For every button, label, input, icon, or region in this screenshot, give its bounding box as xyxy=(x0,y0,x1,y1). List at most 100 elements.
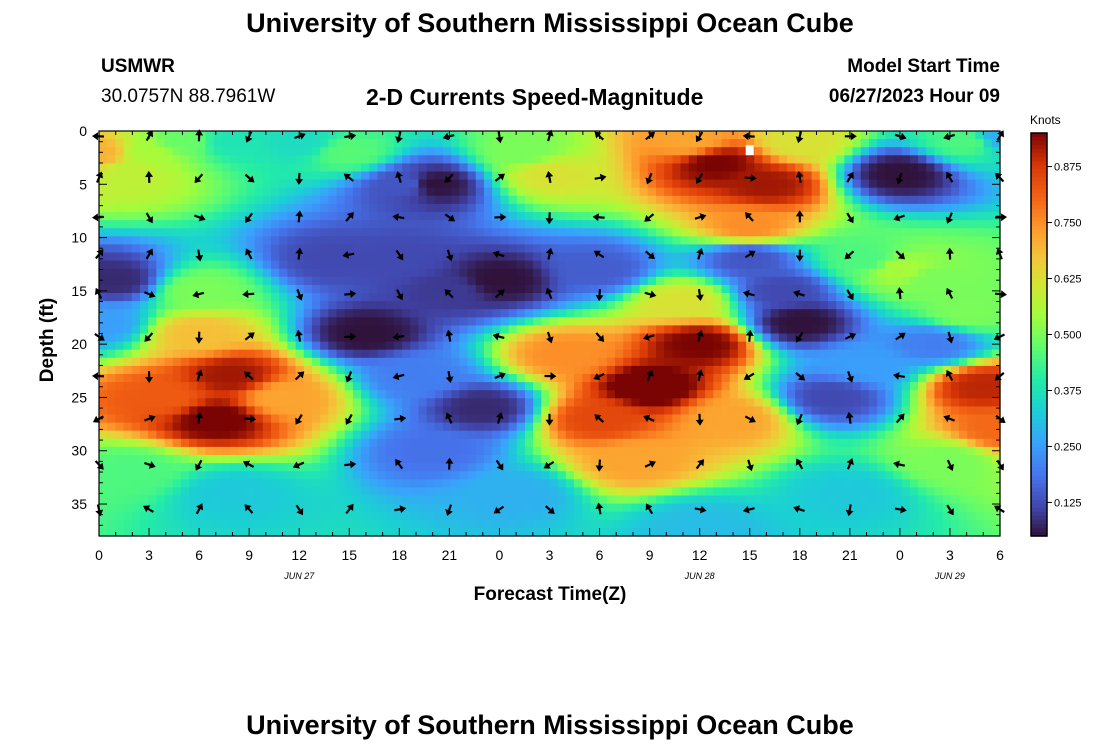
heatmap-cell xyxy=(623,519,633,529)
heatmap-cell xyxy=(131,430,141,440)
heatmap-cell xyxy=(877,155,886,164)
heatmap-cell xyxy=(385,301,395,310)
heatmap-cell xyxy=(803,511,813,521)
heatmap-cell xyxy=(557,463,567,472)
heatmap-cell xyxy=(262,163,272,173)
heatmap-cell xyxy=(868,511,878,521)
heatmap-cell xyxy=(688,260,698,270)
heatmap-cell xyxy=(467,276,477,286)
heatmap-cell xyxy=(803,333,813,343)
heatmap-cell xyxy=(483,341,493,351)
heatmap-cell xyxy=(393,187,403,197)
heatmap-cell xyxy=(410,406,420,416)
heatmap-cell xyxy=(434,301,444,310)
heatmap-cell xyxy=(311,414,321,424)
heatmap-cell xyxy=(754,374,764,383)
heatmap-cell xyxy=(164,203,174,213)
heatmap-cell xyxy=(795,341,805,351)
heatmap-cell xyxy=(827,171,837,181)
heatmap-cell xyxy=(328,171,338,181)
heatmap-cell xyxy=(762,293,772,302)
heatmap-cell xyxy=(598,301,608,310)
heatmap-cell xyxy=(189,228,198,237)
heatmap-cell xyxy=(877,131,886,140)
heatmap-cell xyxy=(164,301,174,310)
heatmap-cell xyxy=(868,455,878,464)
heatmap-cell xyxy=(574,503,583,513)
heatmap-cell xyxy=(705,301,714,310)
heatmap-cell xyxy=(631,511,641,521)
heatmap-cell xyxy=(443,471,452,480)
heatmap-cell xyxy=(361,260,370,270)
heatmap-cell xyxy=(369,179,379,189)
heatmap-cell xyxy=(279,155,288,164)
heatmap-cell xyxy=(557,495,567,505)
heatmap-cell xyxy=(664,333,673,343)
heatmap-cell xyxy=(418,430,428,440)
heatmap-cell xyxy=(426,463,436,472)
heatmap-cell xyxy=(467,171,477,181)
heatmap-cell xyxy=(836,357,845,367)
heatmap-cell xyxy=(803,398,813,407)
heatmap-cell xyxy=(377,527,387,537)
heatmap-cell xyxy=(377,139,387,148)
heatmap-cell xyxy=(582,317,592,326)
heatmap-cell xyxy=(328,325,338,335)
heatmap-cell xyxy=(148,309,157,318)
heatmap-cell xyxy=(582,406,592,416)
heatmap-cell xyxy=(901,503,911,513)
heatmap-cell xyxy=(574,349,583,359)
heatmap-cell xyxy=(402,455,411,464)
heatmap-cell xyxy=(434,131,444,140)
heatmap-cell xyxy=(860,236,870,245)
heatmap-cell xyxy=(533,293,542,302)
heatmap-cell xyxy=(639,317,649,326)
heatmap-cell xyxy=(336,341,346,351)
heatmap-cell xyxy=(885,179,895,189)
heatmap-cell xyxy=(557,179,567,189)
heatmap-cell xyxy=(680,187,690,197)
heatmap-cell xyxy=(271,163,280,173)
heatmap-cell xyxy=(320,341,329,351)
heatmap-cell xyxy=(516,406,526,416)
heatmap-cell xyxy=(819,147,829,156)
heatmap-cell xyxy=(172,212,182,221)
heatmap-cell xyxy=(123,284,133,294)
heatmap-cell xyxy=(344,260,354,270)
heatmap-cell xyxy=(787,212,796,221)
heatmap-cell xyxy=(590,382,600,391)
heatmap-cell xyxy=(295,203,305,213)
heatmap-cell xyxy=(336,479,346,488)
heatmap-cell xyxy=(320,284,329,294)
heatmap-cell xyxy=(623,341,633,351)
heatmap-cell xyxy=(582,471,592,480)
heatmap-cell xyxy=(426,244,436,254)
heatmap-cell xyxy=(279,187,288,197)
heatmap-cell xyxy=(713,438,723,448)
heatmap-cell xyxy=(287,268,297,278)
heatmap-cell xyxy=(443,463,452,472)
heatmap-cell xyxy=(606,365,616,375)
heatmap-cell xyxy=(877,390,886,399)
heatmap-cell xyxy=(352,147,362,156)
heatmap-cell xyxy=(565,325,575,335)
heatmap-cell xyxy=(500,195,510,205)
heatmap-cell xyxy=(131,511,141,521)
heatmap-cell xyxy=(852,293,862,302)
heatmap-cell xyxy=(271,284,280,294)
heatmap-cell xyxy=(295,471,305,480)
heatmap-cell xyxy=(205,293,215,302)
heatmap-cell xyxy=(434,406,444,416)
heatmap-cell xyxy=(451,406,460,416)
heatmap-cell xyxy=(819,422,829,432)
heatmap-cell xyxy=(909,179,919,189)
heatmap-cell xyxy=(320,236,329,245)
heatmap-cell xyxy=(615,406,624,416)
heatmap-cell xyxy=(262,195,272,205)
heatmap-cell xyxy=(688,349,698,359)
heatmap-cell xyxy=(377,195,387,205)
heatmap-cell xyxy=(459,244,469,254)
heatmap-cell xyxy=(582,519,592,529)
heatmap-cell xyxy=(721,511,731,521)
heatmap-cell xyxy=(606,463,616,472)
